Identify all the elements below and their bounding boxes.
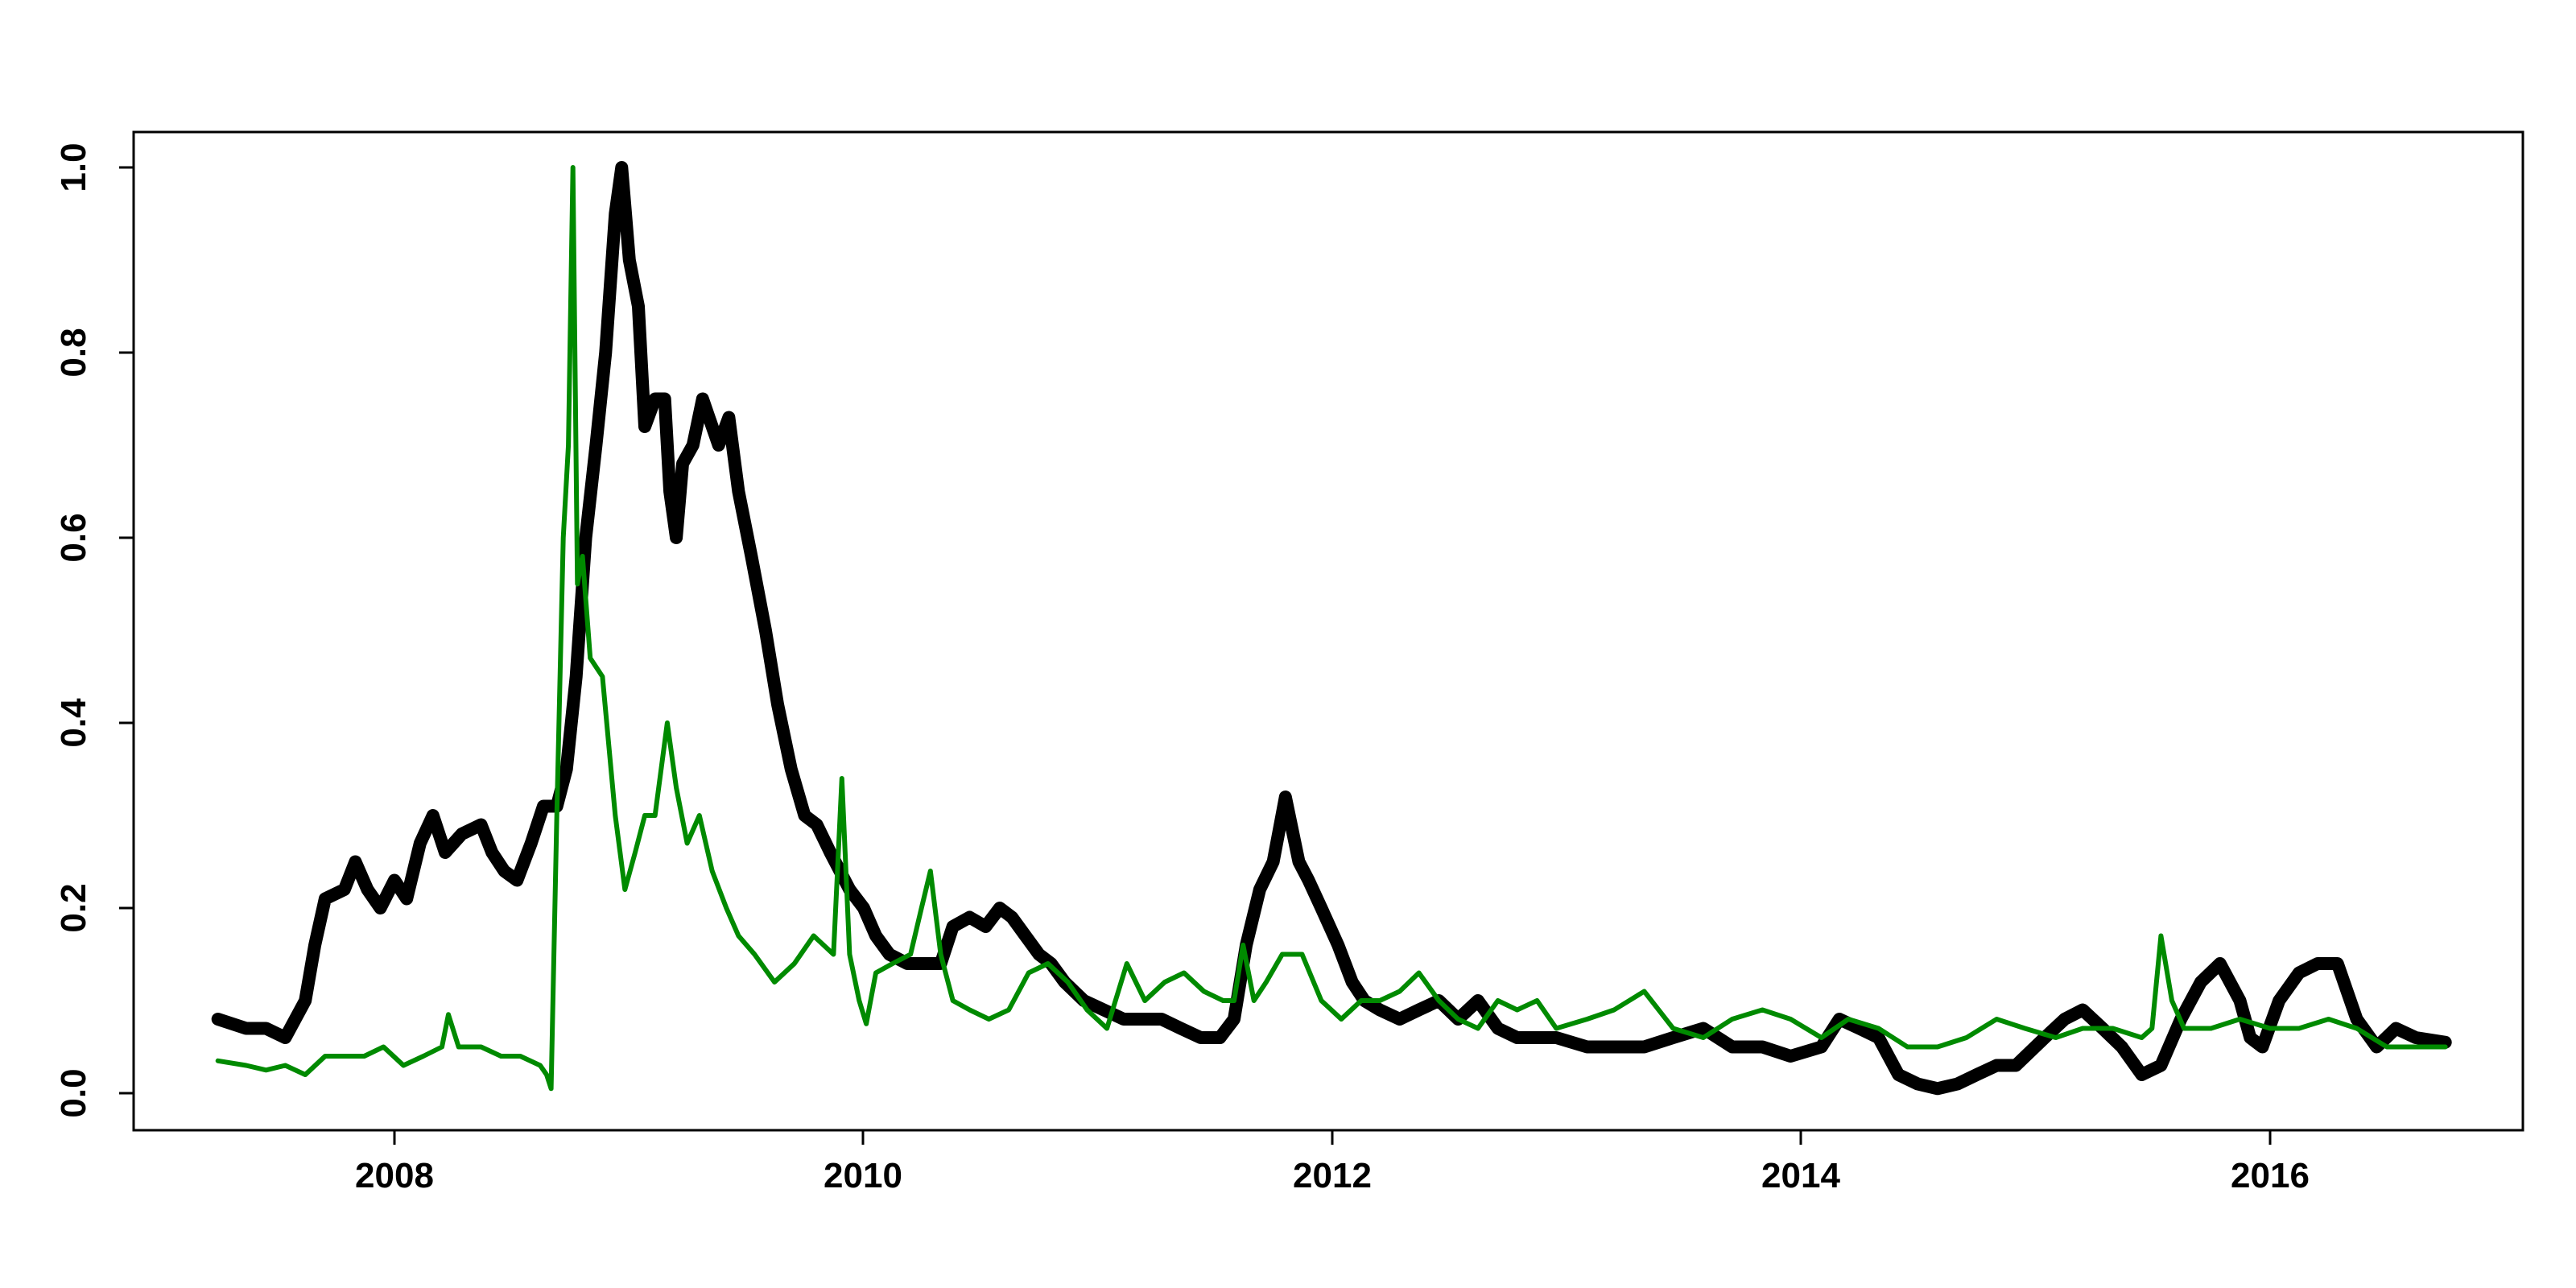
- x-axis: 2008 2010 2012 2014 2016: [355, 1129, 2310, 1195]
- x-tick-label: 2014: [1761, 1156, 1840, 1195]
- y-tick-label: 0.8: [54, 328, 93, 377]
- y-axis: 0.0 0.2 0.4 0.6 0.8 1.0: [54, 142, 135, 1118]
- series-line-0: [211, 161, 2452, 1096]
- series-layer: [211, 161, 2452, 1096]
- x-tick-label: 2012: [1293, 1156, 1372, 1195]
- y-tick-label: 0.0: [54, 1068, 93, 1117]
- y-tick-label: 0.4: [54, 698, 93, 748]
- y-tick-label: 0.6: [54, 513, 93, 562]
- x-tick-label: 2016: [2231, 1156, 2310, 1195]
- y-tick-label: 1.0: [54, 142, 93, 192]
- x-tick-label: 2008: [355, 1156, 434, 1195]
- series-line-1: [215, 165, 2448, 1092]
- y-tick-label: 0.2: [54, 883, 93, 932]
- x-tick-label: 2010: [824, 1156, 902, 1195]
